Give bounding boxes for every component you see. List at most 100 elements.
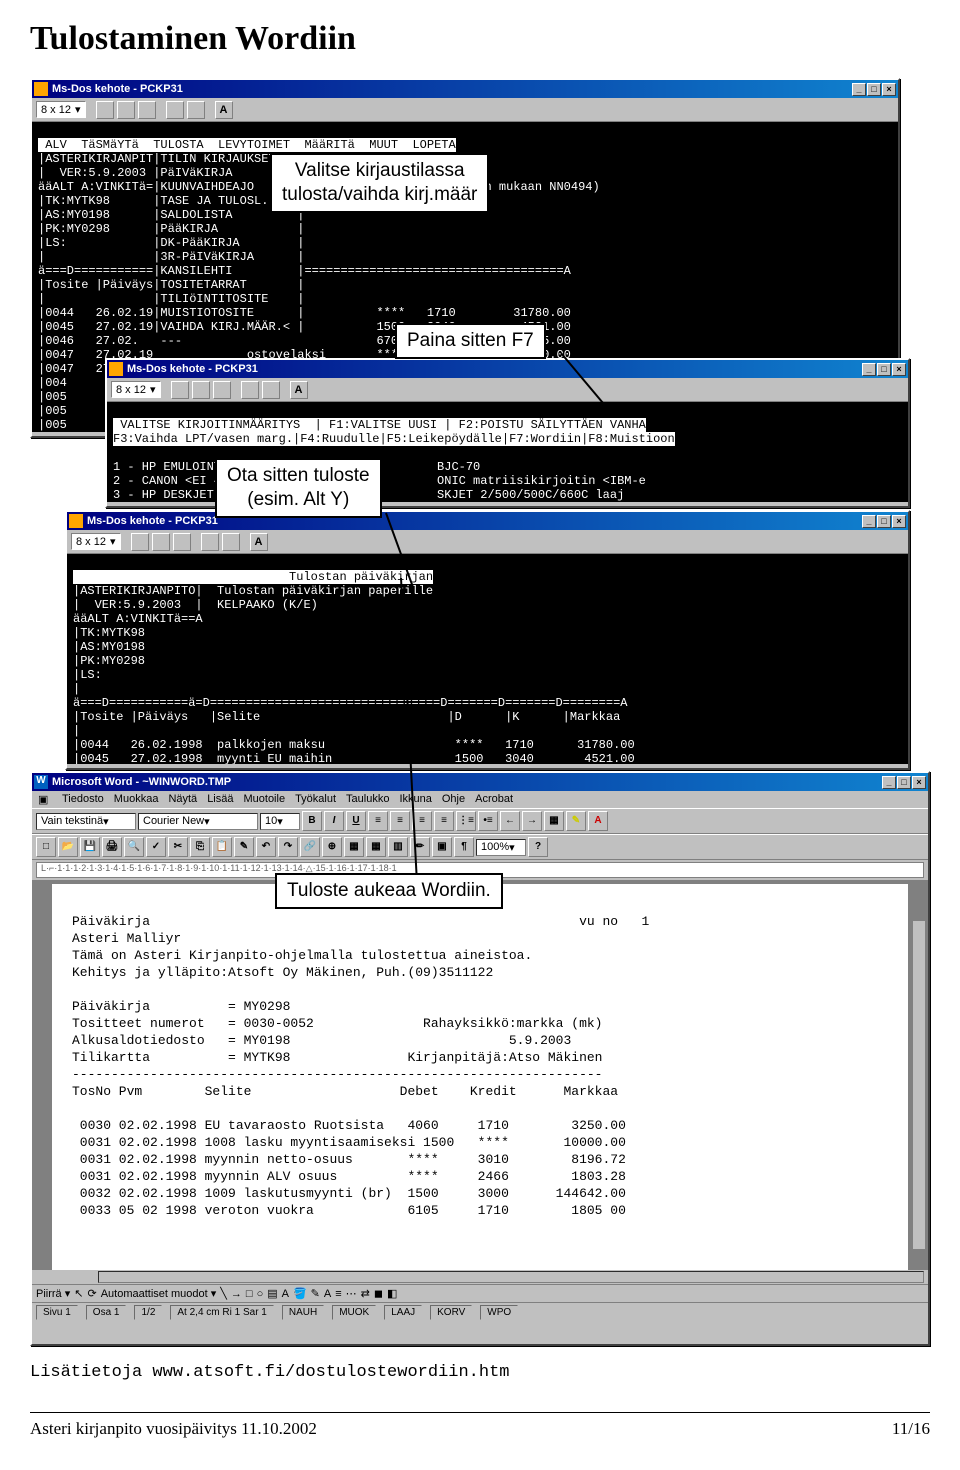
line-color-btn[interactable]: ✎ [311,1287,320,1300]
view-normal-btn[interactable] [36,1271,50,1283]
map-btn[interactable]: ▣ [432,837,452,857]
tb-btn[interactable] [213,381,231,399]
close-btn[interactable]: × [882,83,896,96]
tb-btn[interactable] [187,101,205,119]
print-btn[interactable]: 🖨 [102,837,122,857]
size-combo[interactable]: 10 ▾ [260,813,300,830]
font-color-btn[interactable]: A [588,811,608,831]
font-color-btn[interactable]: A [324,1288,331,1300]
close-btn[interactable]: × [892,363,906,376]
menu-item[interactable]: Tiedosto [62,793,104,806]
menu-item[interactable]: Muokkaa [114,793,159,806]
view-master-btn[interactable] [81,1271,95,1283]
word-scrollbar-v[interactable] [912,920,926,1250]
format-painter-btn[interactable]: ✎ [234,837,254,857]
zoom-combo[interactable]: 100% ▾ [476,839,526,856]
3d-btn[interactable]: ◧ [387,1287,397,1300]
close-btn[interactable]: × [892,515,906,528]
tb-btn[interactable]: A [290,381,308,399]
menu-item[interactable]: Taulukko [346,793,389,806]
redo-btn[interactable]: ↷ [278,837,298,857]
justify-btn[interactable]: ≡ [434,811,454,831]
word-document[interactable]: Päiväkirja vu no 1 Asteri Malliyr Tämä o… [52,884,908,1270]
menu-item[interactable]: Näytä [168,793,197,806]
tb-btn[interactable] [241,381,259,399]
fill-btn[interactable]: 🪣 [293,1287,307,1300]
paste-btn[interactable]: 📋 [212,837,232,857]
textbox-btn[interactable]: ▤ [267,1287,277,1300]
min-btn[interactable]: _ [862,515,876,528]
preview-btn[interactable]: 🔍 [124,837,144,857]
tb-btn[interactable] [138,101,156,119]
tb-btn[interactable] [131,533,149,551]
open-btn[interactable]: 📂 [58,837,78,857]
oval-btn[interactable]: ○ [257,1288,264,1300]
tb-btn[interactable] [171,381,189,399]
line-btn[interactable]: ╲ [220,1287,227,1300]
line-style-btn[interactable]: ≡ [335,1288,341,1300]
close-btn[interactable]: × [912,776,926,789]
cut-btn[interactable]: ✂ [168,837,188,857]
tb-btn[interactable] [173,533,191,551]
min-btn[interactable]: _ [862,363,876,376]
arrow-btn[interactable]: → [231,1288,242,1300]
save-btn[interactable]: 💾 [80,837,100,857]
arrow-style-btn[interactable]: ⇄ [361,1287,370,1300]
max-btn[interactable]: □ [877,515,891,528]
outdent-btn[interactable]: ← [500,811,520,831]
max-btn[interactable]: □ [867,83,881,96]
draw-menu[interactable]: Piirrä ▾ [36,1287,70,1300]
list-btn[interactable]: ⋮≡ [456,811,476,831]
font-size-combo[interactable]: 8 x 12 ▾ [71,533,121,550]
font-size-combo[interactable]: 8 x 12 ▾ [111,381,161,398]
menu-item[interactable]: Muotoile [243,793,285,806]
tb-btn[interactable] [262,381,280,399]
view-outline-btn[interactable] [66,1271,80,1283]
tb-btn[interactable] [96,101,114,119]
max-btn[interactable]: □ [877,363,891,376]
menu-item[interactable]: Ohje [442,793,465,806]
indent-btn[interactable]: → [522,811,542,831]
bold-btn[interactable]: B [302,811,322,831]
tb-btn[interactable] [152,533,170,551]
min-btn[interactable]: _ [852,83,866,96]
autoshapes-menu[interactable]: Automaattiset muodot ▾ [101,1287,217,1300]
menu-item[interactable]: Ikkuna [399,793,431,806]
excel-btn[interactable]: ▦ [366,837,386,857]
web-btn[interactable]: ⊕ [322,837,342,857]
copy-btn[interactable]: ⎘ [190,837,210,857]
table-btn[interactable]: ▦ [344,837,364,857]
columns-btn[interactable]: ▥ [388,837,408,857]
tb-btn[interactable]: A [250,533,268,551]
view-layout-btn[interactable] [51,1271,65,1283]
dash-btn[interactable]: ⋯ [346,1287,357,1300]
tb-btn[interactable] [201,533,219,551]
style-combo[interactable]: Vain tekstinä ▾ [36,813,136,830]
align-center-btn[interactable]: ≡ [390,811,410,831]
tb-btn[interactable] [222,533,240,551]
bullet-btn[interactable]: •≡ [478,811,498,831]
new-btn[interactable]: □ [36,837,56,857]
font-size-combo[interactable]: 8 x 12 ▾ [36,101,86,118]
help-btn[interactable]: ? [528,837,548,857]
min-btn[interactable]: _ [882,776,896,789]
menu-item[interactable]: Lisää [207,793,233,806]
max-btn[interactable]: □ [897,776,911,789]
link-btn[interactable]: 🔗 [300,837,320,857]
shadow-btn[interactable]: ◼ [374,1287,383,1300]
rect-btn[interactable]: □ [246,1288,253,1300]
tb-btn[interactable] [166,101,184,119]
word-scrollbar-h[interactable] [98,1271,924,1283]
tb-btn[interactable]: A [215,101,233,119]
italic-btn[interactable]: I [324,811,344,831]
menu-item[interactable]: Työkalut [295,793,336,806]
undo-btn[interactable]: ↶ [256,837,276,857]
tb-btn[interactable] [192,381,210,399]
highlight-btn[interactable]: ✎ [566,811,586,831]
wordart-btn[interactable]: A [282,1288,289,1300]
menu-icon[interactable]: ▣ [38,793,52,806]
align-left-btn[interactable]: ≡ [368,811,388,831]
border-btn[interactable]: ▦ [544,811,564,831]
menu-item[interactable]: Acrobat [475,793,513,806]
showpara-btn[interactable]: ¶ [454,837,474,857]
